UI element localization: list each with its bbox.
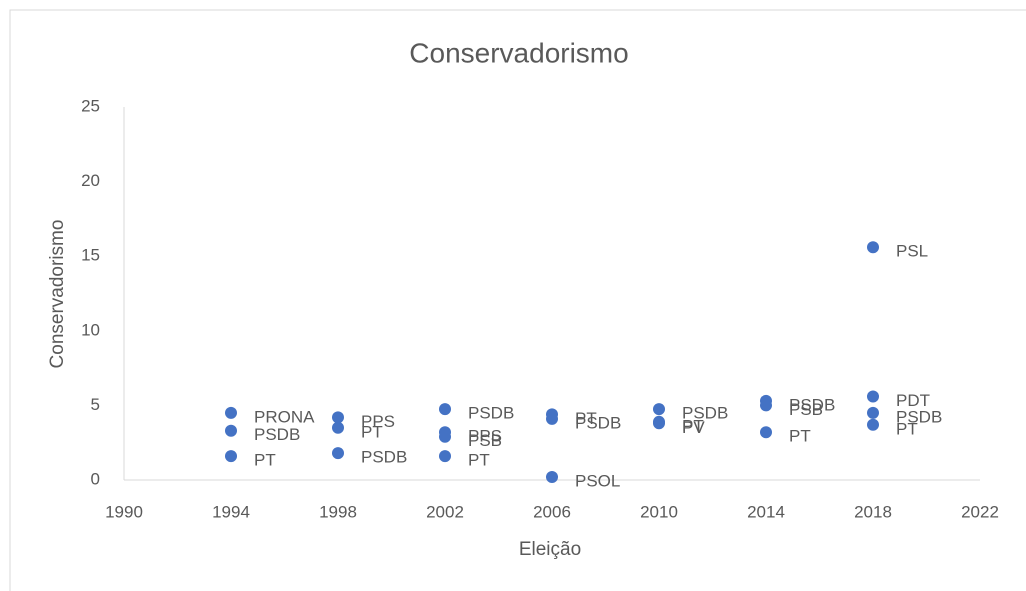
y-tick-label: 10	[81, 320, 100, 339]
x-tick-label: 2006	[533, 502, 571, 521]
x-tick-label: 2018	[854, 502, 892, 521]
data-label: PSDB	[896, 407, 942, 426]
x-tick-label: 1990	[105, 502, 143, 521]
data-label: PT	[254, 451, 276, 470]
point	[225, 450, 237, 463]
point	[225, 424, 237, 437]
point	[653, 403, 665, 416]
point	[546, 471, 558, 484]
point	[439, 403, 451, 416]
point	[760, 399, 772, 412]
point	[867, 390, 879, 403]
point	[439, 430, 451, 443]
data-label: PV	[682, 418, 705, 437]
point	[867, 406, 879, 419]
x-tick-label: 2022	[961, 502, 999, 521]
data-label: PSDB	[361, 448, 407, 467]
point	[332, 447, 344, 460]
point	[653, 417, 665, 430]
point	[225, 406, 237, 419]
data-label: PSB	[789, 400, 823, 419]
data-label: PT	[575, 409, 597, 428]
data-label: PT	[682, 416, 704, 435]
data-label: PSDB	[575, 413, 621, 432]
point	[760, 426, 772, 439]
y-tick-label: 25	[81, 96, 100, 115]
x-tick-label: 2002	[426, 502, 464, 521]
y-tick-label: 20	[81, 171, 100, 190]
data-label: PRONA	[254, 407, 315, 426]
data-label: PSDB	[468, 404, 514, 423]
x-tick-label: 1998	[319, 502, 357, 521]
data-label: PT	[468, 451, 490, 470]
data-label: PSB	[468, 431, 502, 450]
data-label: PT	[789, 427, 811, 446]
data-label: PSDB	[682, 404, 728, 423]
point	[546, 412, 558, 425]
data-label: PT	[896, 419, 918, 438]
data-label: PPS	[361, 412, 395, 431]
point	[867, 418, 879, 431]
x-tick-label: 1994	[212, 502, 250, 521]
chart-frame	[9, 9, 1026, 591]
y-tick-label: 5	[91, 395, 100, 414]
point	[332, 421, 344, 434]
x-axis-label: Eleição	[519, 539, 581, 560]
y-tick-label: 15	[81, 246, 100, 265]
y-tick-label: 0	[91, 469, 100, 488]
point	[867, 241, 879, 254]
data-label: PSDB	[254, 425, 300, 444]
chart-title: Conservadorismo	[409, 37, 628, 68]
x-tick-label: 2010	[640, 502, 678, 521]
data-label: PSOL	[575, 472, 620, 491]
data-label: PSDB	[789, 395, 835, 414]
point	[332, 411, 344, 424]
y-axis-label: Conservadorismo	[47, 220, 68, 369]
data-label: PT	[361, 422, 383, 441]
data-label: PSL	[896, 242, 928, 261]
data-label: PPS	[468, 427, 502, 446]
x-tick-label: 2014	[747, 502, 785, 521]
point	[439, 450, 451, 463]
data-label: PDT	[896, 391, 930, 410]
